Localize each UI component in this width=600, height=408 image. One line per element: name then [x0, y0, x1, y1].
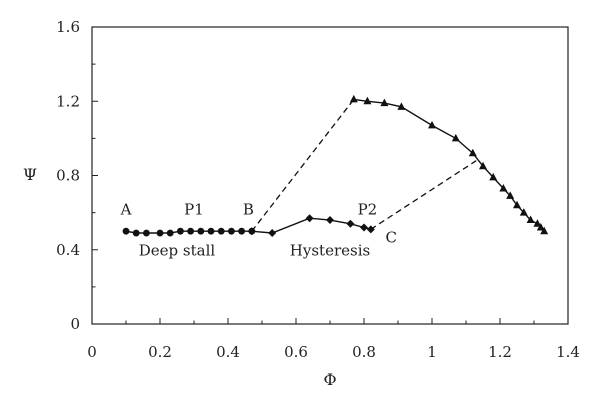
data-point-diamond — [326, 216, 334, 225]
data-point-triangle — [540, 226, 549, 235]
data-point-triangle — [536, 222, 545, 231]
data-point-circle — [177, 227, 184, 235]
data-point-triangle — [499, 183, 508, 192]
x-axis-title: Φ — [323, 370, 336, 389]
annotation-label: P2 — [358, 200, 378, 218]
data-point-triangle — [489, 172, 498, 181]
x-tick-label: 1.2 — [488, 343, 512, 361]
data-point-triangle — [506, 191, 515, 199]
data-point-triangle — [451, 133, 460, 142]
annotation-label: Hysteresis — [290, 241, 370, 259]
data-point-circle — [166, 229, 174, 237]
y-tick-label: 0.4 — [56, 241, 80, 259]
data-point-triangle — [397, 102, 406, 110]
series-3 — [251, 99, 355, 232]
data-point-triangle — [533, 219, 542, 227]
annotation-label: P1 — [184, 200, 204, 218]
series-4 — [370, 160, 477, 230]
data-point-diamond — [305, 214, 314, 223]
x-tick-label: 0.6 — [284, 343, 308, 361]
data-point-circle — [197, 227, 205, 235]
y-axis-title: Ψ — [23, 165, 37, 184]
x-tick-label: 1.4 — [556, 343, 580, 361]
series-0 — [122, 227, 256, 237]
x-tick-label: 0 — [87, 343, 97, 361]
data-point-circle — [217, 227, 225, 235]
series-layer — [122, 94, 549, 238]
annotation-label: Deep stall — [139, 241, 216, 259]
data-point-circle — [156, 229, 164, 237]
x-axis-ticks: 0 0.2 0.4 0.6 0.8 1 1.2 1.4 — [87, 318, 580, 361]
data-point-diamond — [346, 219, 355, 228]
dashed-connector-line — [370, 160, 477, 230]
series-line — [353, 98, 545, 232]
data-point-circle — [187, 227, 195, 235]
data-point-circle — [122, 227, 130, 235]
data-point-circle — [207, 227, 215, 235]
x-tick-label: 0.4 — [216, 343, 240, 361]
plot-area — [91, 26, 569, 325]
x-tick-label: 1 — [427, 343, 437, 361]
data-point-diamond — [360, 223, 368, 232]
y-tick-label: 0 — [70, 315, 80, 333]
data-point-triangle — [349, 94, 358, 103]
data-point-triangle — [428, 120, 436, 129]
data-point-circle — [132, 229, 140, 237]
data-point-triangle — [380, 98, 389, 107]
y-axis-ticks: 0 0.4 0.8 1.2 1.6 — [56, 18, 98, 333]
x-tick-label: 0.8 — [352, 343, 376, 361]
data-point-circle — [238, 227, 246, 235]
data-point-triangle — [513, 200, 521, 209]
data-point-triangle — [526, 215, 535, 224]
series-1 — [247, 214, 375, 238]
annotations: A P1 B P2 C Deep stall Hysteresis — [120, 200, 397, 259]
data-point-diamond — [268, 229, 277, 238]
data-point-triangle — [468, 148, 477, 157]
y-tick-label: 1.6 — [56, 18, 80, 36]
data-point-triangle — [363, 96, 372, 105]
annotation-label: B — [243, 200, 254, 218]
y-tick-label: 0.8 — [56, 167, 80, 185]
series-2 — [349, 94, 549, 235]
x-tick-label: 0.2 — [148, 343, 172, 361]
data-point-triangle — [479, 161, 487, 170]
data-point-triangle — [519, 208, 528, 216]
y-tick-label: 1.2 — [56, 92, 80, 110]
data-point-circle — [228, 227, 235, 235]
annotation-label: A — [120, 200, 132, 218]
data-point-circle — [143, 229, 150, 237]
annotation-label: C — [385, 228, 396, 246]
data-point-diamond — [366, 225, 375, 234]
dashed-connector-line — [251, 99, 355, 232]
